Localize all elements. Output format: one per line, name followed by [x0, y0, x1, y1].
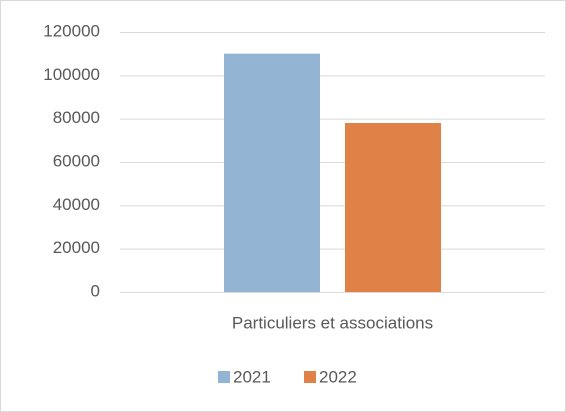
legend-swatch: [304, 371, 316, 383]
y-tick-label: 80000: [53, 108, 100, 127]
y-tick-label: 0: [91, 281, 100, 300]
bar: [224, 53, 320, 292]
legend-label: 2021: [233, 367, 271, 386]
x-tick-label: Particuliers et associations: [232, 313, 433, 332]
y-tick-label: 100000: [43, 65, 100, 84]
y-tick-label: 60000: [53, 151, 100, 170]
y-tick-label: 40000: [53, 195, 100, 214]
y-tick-label: 120000: [43, 21, 100, 40]
y-tick-label: 20000: [53, 238, 100, 257]
legend-swatch: [218, 371, 230, 383]
bar: [345, 123, 441, 292]
legend-label: 2022: [319, 367, 357, 386]
